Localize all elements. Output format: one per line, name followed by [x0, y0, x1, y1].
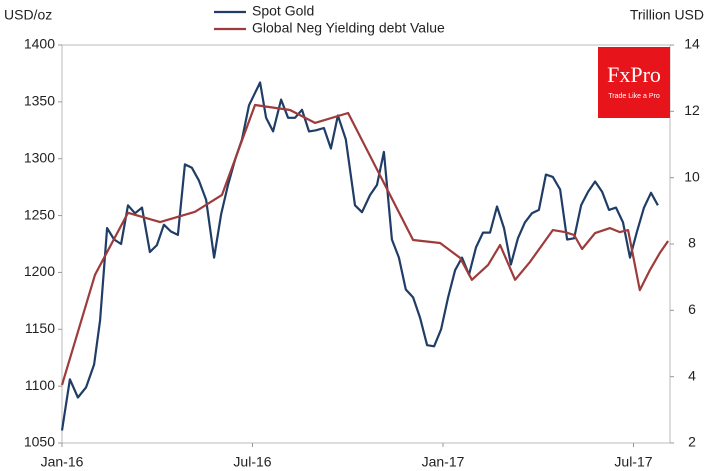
y-tick-label: 1200	[24, 263, 55, 279]
y2-tick-label: 8	[688, 235, 696, 251]
y2-tick-label: 14	[684, 36, 700, 52]
y-tick-label: 1350	[24, 93, 55, 109]
legend-label: Global Neg Yielding debt Value	[252, 20, 445, 36]
x-tick-label: Jan-16	[41, 454, 84, 470]
y2-tick-label: 10	[684, 168, 700, 184]
y-tick-label: 1250	[24, 206, 55, 222]
y2-tick-label: 12	[684, 102, 700, 118]
series-line	[60, 103, 670, 386]
y-tick-label: 1300	[24, 149, 55, 165]
y-tick-label: 1100	[25, 377, 55, 393]
logo-box	[598, 47, 670, 118]
y-tick-label: 1150	[25, 320, 55, 336]
logo-subtitle: Trade Like a Pro	[608, 93, 660, 100]
y-axis-label: USD/oz	[4, 7, 52, 23]
x-tick-label: Jul-17	[614, 454, 652, 470]
y-tick-label: 1050	[24, 434, 55, 450]
y2-axis-label: Trillion USD	[630, 7, 704, 23]
x-tick-label: Jul-16	[233, 454, 271, 470]
legend-label: Spot Gold	[252, 3, 314, 19]
series-line	[60, 81, 659, 431]
y2-tick-label: 2	[688, 434, 696, 450]
y2-tick-label: 6	[688, 301, 696, 317]
y2-tick-label: 4	[688, 367, 696, 383]
logo-title: FxPro	[607, 62, 661, 87]
x-tick-label: Jan-17	[422, 454, 465, 470]
y-tick-label: 1400	[24, 36, 55, 52]
